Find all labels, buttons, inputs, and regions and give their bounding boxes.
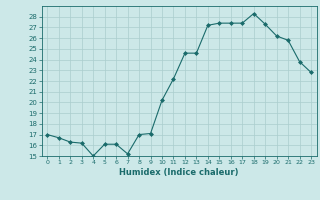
X-axis label: Humidex (Indice chaleur): Humidex (Indice chaleur) <box>119 168 239 177</box>
